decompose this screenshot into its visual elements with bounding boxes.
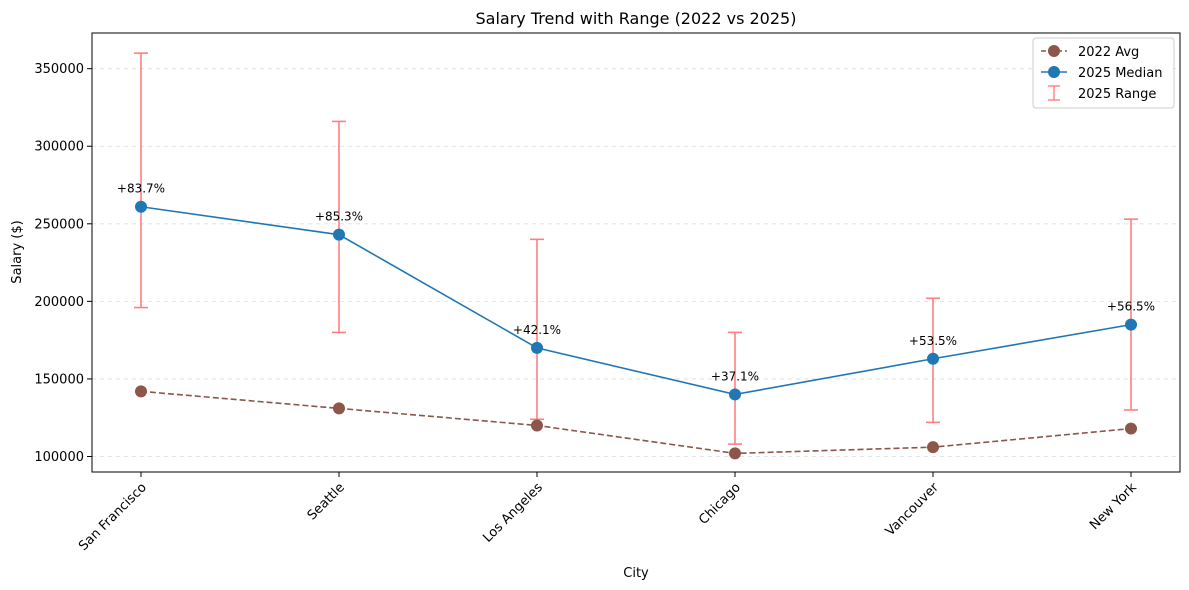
percent-change-label: +42.1%	[513, 323, 561, 337]
legend-2025-marker	[1048, 66, 1060, 78]
percent-change-label: +53.5%	[909, 334, 957, 348]
x-axis-label: City	[623, 566, 649, 581]
legend-range-label: 2025 Range	[1078, 87, 1156, 102]
series-point	[531, 419, 543, 432]
series-line	[140, 205, 1132, 396]
series-point	[1125, 422, 1137, 435]
percent-change-label: +37.1%	[711, 369, 759, 383]
legend-2025-label: 2025 Median	[1078, 66, 1163, 81]
y-tick-label: 200000	[34, 295, 84, 310]
percent-change-label: +85.3%	[315, 210, 363, 224]
y-tick-label: 250000	[34, 217, 84, 232]
plot-frame	[91, 32, 1181, 473]
x-tick-label: Seattle	[305, 480, 348, 523]
percent-change-label: +83.7%	[117, 182, 165, 196]
chart-title: Salary Trend with Range (2022 vs 2025)	[476, 9, 797, 28]
series-point	[729, 388, 741, 401]
series-point	[333, 402, 345, 415]
y-tick-label: 100000	[34, 450, 84, 465]
x-tick-label: Los Angeles	[480, 480, 546, 546]
range-error-bar	[728, 331, 742, 445]
legend-range-marker	[1048, 85, 1060, 101]
percent-annotations: +83.7% +85.3% +42.1% +37.1% +53.5% +56.5%	[117, 182, 1155, 384]
range-error-bar	[1124, 218, 1138, 411]
series-point	[531, 341, 543, 354]
percent-change-label: +56.5%	[1107, 300, 1155, 314]
y-axis-label: Salary ($)	[10, 220, 25, 283]
y-tick-label: 150000	[34, 372, 84, 387]
series-point	[135, 200, 147, 213]
series-point	[729, 447, 741, 460]
range-error-bars	[134, 52, 1138, 445]
y-axis-ticks: 100000 150000 200000 250000 300000 350000	[34, 62, 92, 465]
y-tick-label: 300000	[34, 140, 84, 155]
x-tick-label: Vancouver	[883, 480, 942, 539]
series-point	[333, 228, 345, 241]
x-tick-label: Chicago	[696, 480, 744, 528]
series-point	[1125, 318, 1137, 331]
legend-box	[1032, 37, 1175, 109]
range-error-bar	[530, 238, 544, 421]
range-error-bar	[332, 120, 346, 334]
legend-2022-label: 2022 Avg	[1078, 45, 1139, 60]
x-tick-label: New York	[1087, 480, 1140, 533]
series-line	[140, 390, 1132, 455]
y-tick-label: 350000	[34, 62, 84, 77]
series-lines	[135, 200, 1137, 460]
x-axis-ticks: San Francisco Seattle Los Angeles Chicago Va…	[76, 472, 1140, 554]
series-point	[927, 441, 939, 454]
series-point	[927, 352, 939, 365]
x-tick-label: San Francisco	[76, 480, 150, 554]
legend: 2022 Avg 2025 Median 2025 Range	[1032, 37, 1175, 109]
series-point	[135, 385, 147, 398]
range-error-bar	[134, 52, 148, 309]
legend-2022-marker	[1048, 45, 1060, 57]
grid-lines	[92, 68, 1180, 457]
